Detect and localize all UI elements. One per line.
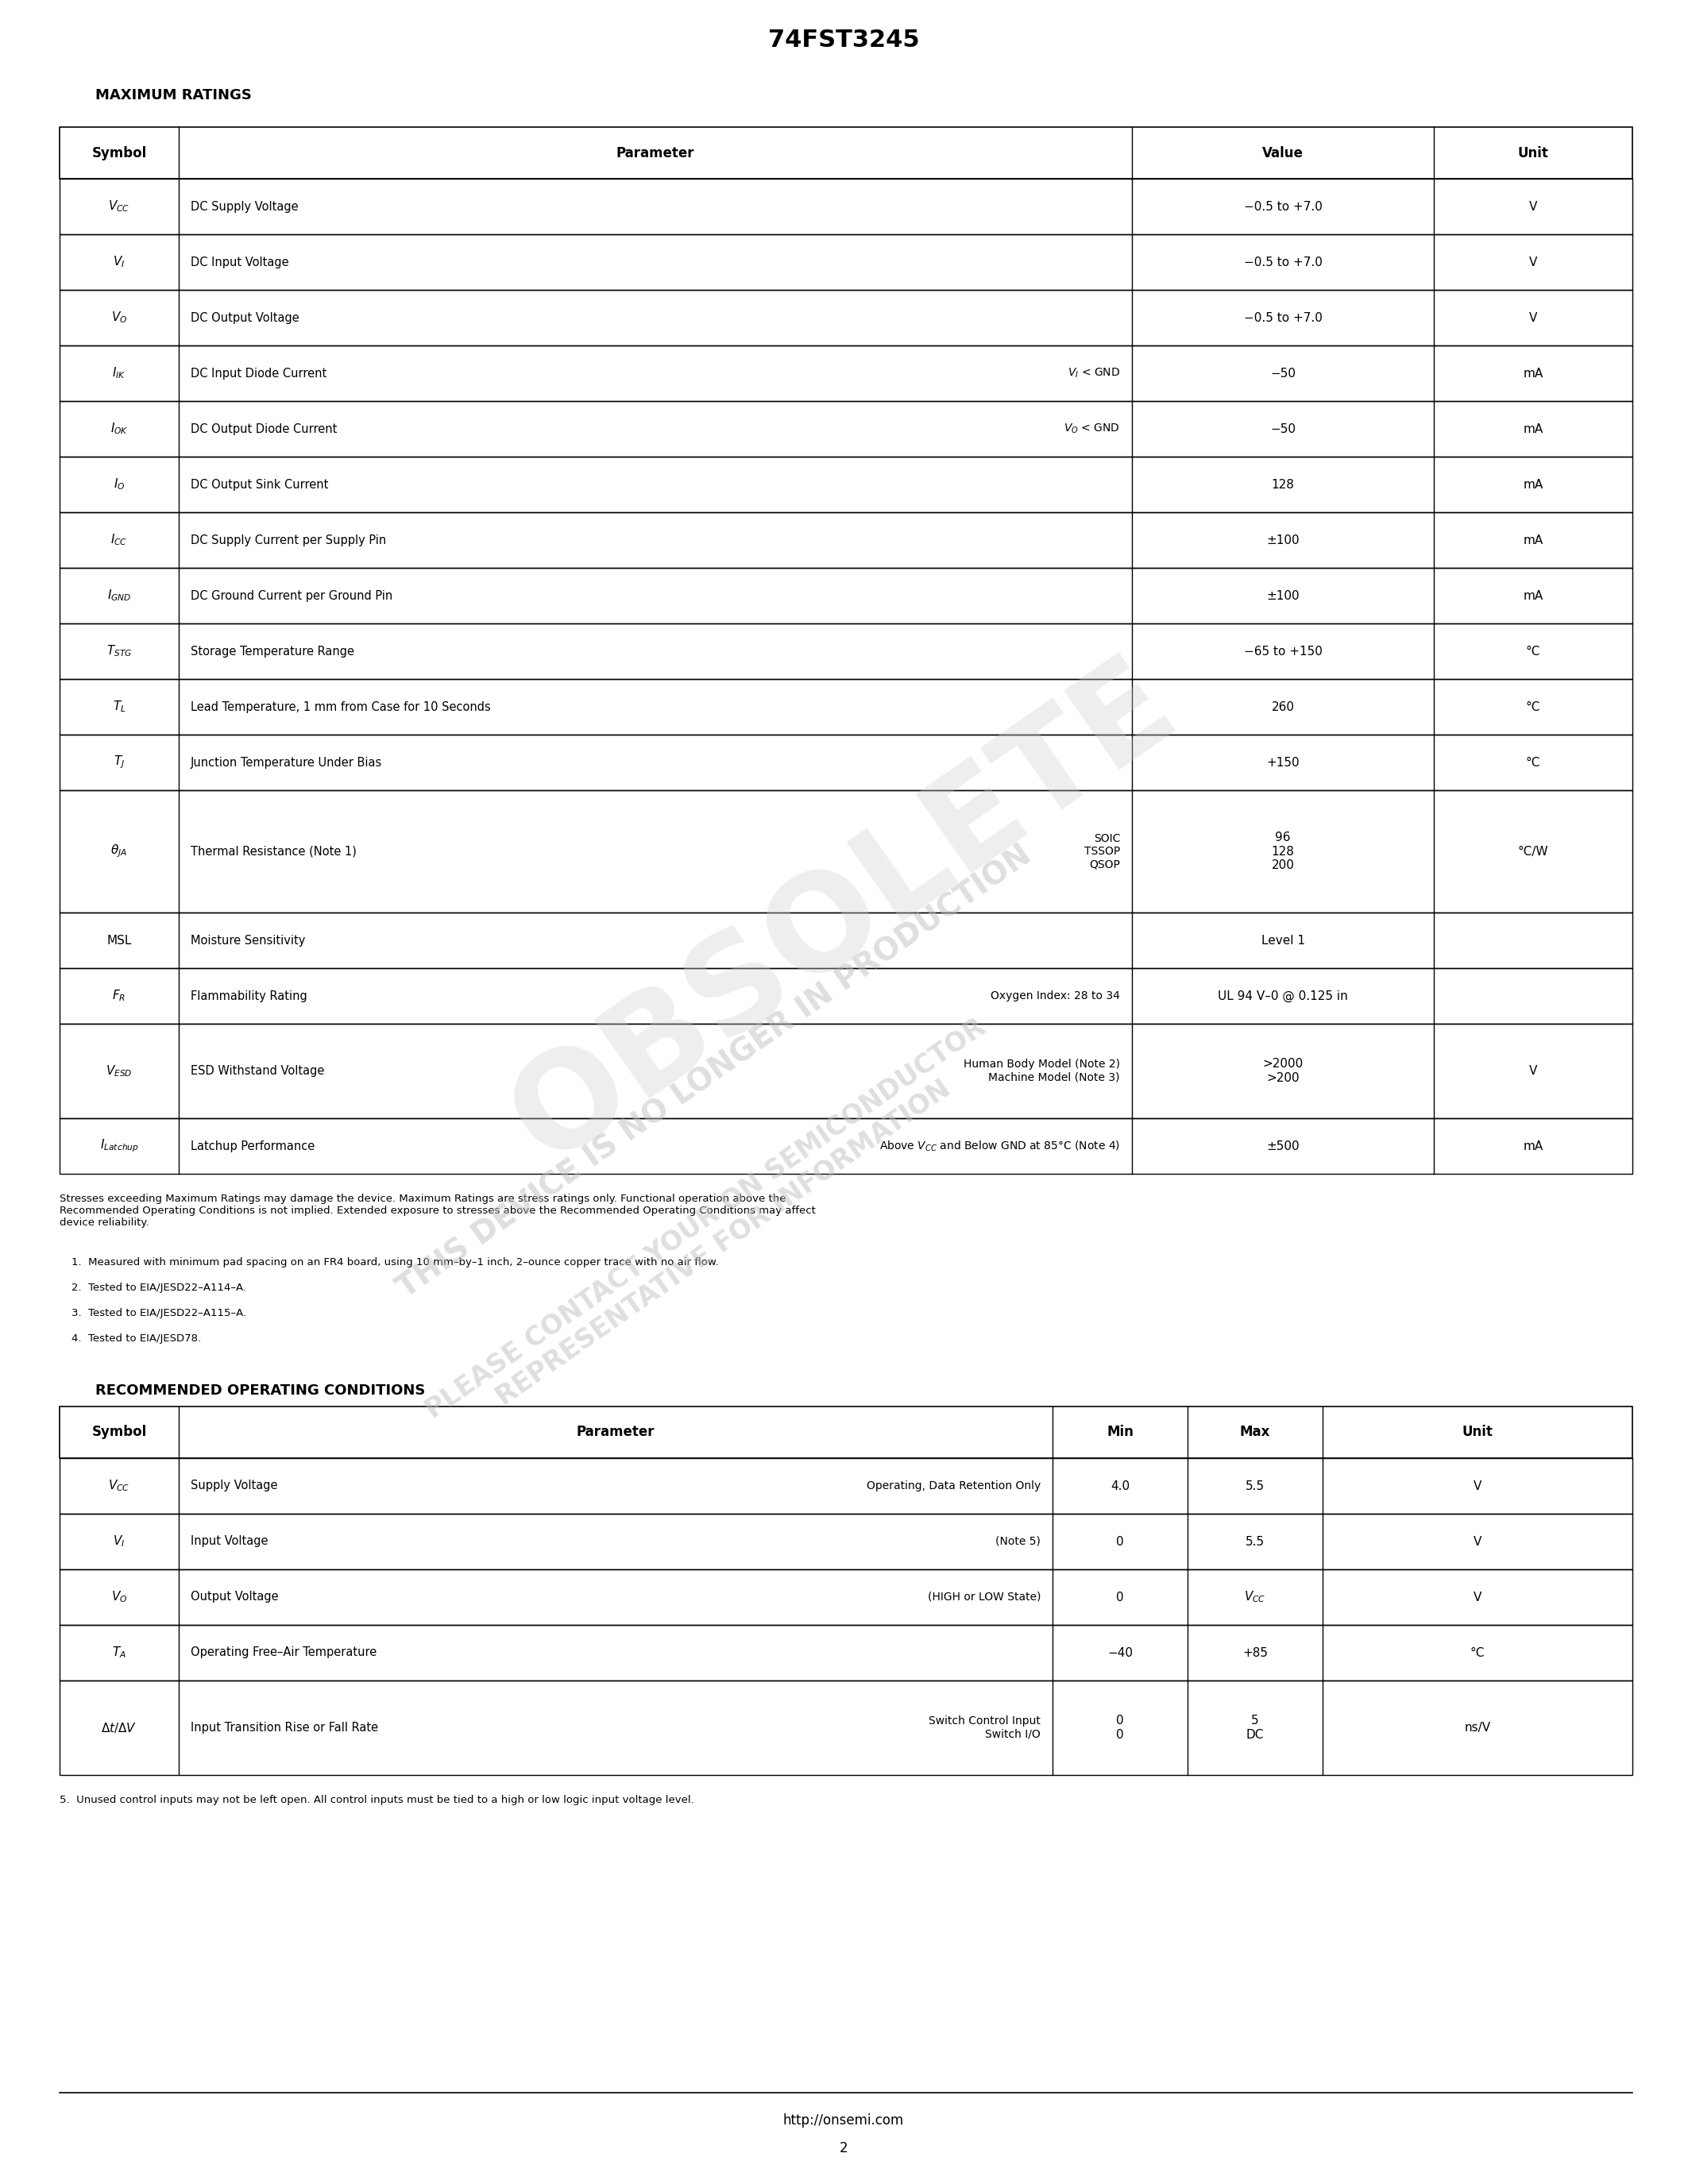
Text: $I_{CC}$: $I_{CC}$ [111, 533, 128, 548]
Bar [59, 1679, 1632, 1776]
Text: Operating Free–Air Temperature: Operating Free–Air Temperature [191, 1647, 376, 1658]
Text: Lead Temperature, 1 mm from Case for 10 Seconds: Lead Temperature, 1 mm from Case for 10 … [191, 701, 491, 712]
Text: 5.5: 5.5 [1246, 1481, 1264, 1492]
Text: $F_R$: $F_R$ [113, 989, 127, 1002]
Text: MSL: MSL [106, 935, 132, 946]
Text: Human Body Model (Note 2)
Machine Model (Note 3): Human Body Model (Note 2) Machine Model … [964, 1059, 1121, 1083]
Text: V: V [1529, 312, 1538, 323]
Text: mA: mA [1523, 478, 1543, 491]
Text: $V_O$ < GND: $V_O$ < GND [1063, 422, 1121, 435]
Text: $I_O$: $I_O$ [113, 476, 125, 491]
Text: V: V [1474, 1592, 1482, 1603]
Text: Output Voltage: Output Voltage [191, 1592, 279, 1603]
Text: SOIC
TSSOP
QSOP: SOIC TSSOP QSOP [1084, 832, 1121, 869]
Text: Oxygen Index: 28 to 34: Oxygen Index: 28 to 34 [991, 989, 1121, 1002]
Text: °C: °C [1526, 756, 1541, 769]
Bar [59, 1514, 1632, 1570]
Text: Max: Max [1239, 1426, 1271, 1439]
Text: $T_J$: $T_J$ [113, 753, 125, 771]
Bar [59, 734, 1632, 791]
Text: mA: mA [1523, 1140, 1543, 1151]
Text: $T_A$: $T_A$ [111, 1645, 127, 1660]
Text: Symbol: Symbol [91, 146, 147, 159]
Text: >2000
>200: >2000 >200 [1263, 1057, 1303, 1083]
Text: °C: °C [1470, 1647, 1485, 1658]
Text: −0.5 to +7.0: −0.5 to +7.0 [1244, 201, 1322, 212]
Bar [59, 127, 1632, 179]
Text: DC Output Sink Current: DC Output Sink Current [191, 478, 329, 491]
Text: 4.0: 4.0 [1111, 1481, 1129, 1492]
Text: $T_{STG}$: $T_{STG}$ [106, 644, 132, 660]
Text: Value: Value [1263, 146, 1303, 159]
Text: THIS DEVICE IS NO LONGER IN PRODUCTION: THIS DEVICE IS NO LONGER IN PRODUCTION [392, 841, 1038, 1304]
Text: (HIGH or LOW State): (HIGH or LOW State) [927, 1592, 1040, 1603]
Text: DC Supply Voltage: DC Supply Voltage [191, 201, 299, 212]
Text: Level 1: Level 1 [1261, 935, 1305, 946]
Text: ns/V: ns/V [1465, 1721, 1491, 1734]
Text: Min: Min [1107, 1426, 1134, 1439]
Text: 5.5: 5.5 [1246, 1535, 1264, 1548]
Bar [59, 1459, 1632, 1514]
Text: 1.  Measured with minimum pad spacing on an FR4 board, using 10 mm–by–1 inch, 2–: 1. Measured with minimum pad spacing on … [71, 1258, 719, 1267]
Bar [59, 1118, 1632, 1173]
Text: Unit: Unit [1462, 1426, 1492, 1439]
Text: −65 to +150: −65 to +150 [1244, 644, 1322, 657]
Text: Operating, Data Retention Only: Operating, Data Retention Only [866, 1481, 1040, 1492]
Text: UL 94 V–0 @ 0.125 in: UL 94 V–0 @ 0.125 in [1217, 989, 1349, 1002]
Text: 2: 2 [839, 2140, 847, 2156]
Text: $I_{IK}$: $I_{IK}$ [113, 367, 127, 380]
Bar [59, 1625, 1632, 1679]
Bar [59, 179, 1632, 234]
Text: Input Transition Rise or Fall Rate: Input Transition Rise or Fall Rate [191, 1721, 378, 1734]
Text: $V_I$: $V_I$ [113, 1533, 125, 1548]
Text: $I_{Latchup}$: $I_{Latchup}$ [100, 1138, 138, 1153]
Bar [59, 679, 1632, 734]
Text: −50: −50 [1269, 367, 1296, 380]
Text: Moisture Sensitivity: Moisture Sensitivity [191, 935, 306, 946]
Bar [59, 1024, 1632, 1118]
Text: $V_{CC}$: $V_{CC}$ [108, 199, 130, 214]
Text: DC Output Voltage: DC Output Voltage [191, 312, 299, 323]
Text: −50: −50 [1269, 424, 1296, 435]
Text: $V_O$: $V_O$ [111, 310, 127, 325]
Text: ESD Withstand Voltage: ESD Withstand Voltage [191, 1066, 324, 1077]
Text: DC Ground Current per Ground Pin: DC Ground Current per Ground Pin [191, 590, 393, 601]
Text: V: V [1474, 1535, 1482, 1548]
Text: RECOMMENDED OPERATING CONDITIONS: RECOMMENDED OPERATING CONDITIONS [95, 1382, 425, 1398]
Bar [59, 622, 1632, 679]
Text: V: V [1474, 1481, 1482, 1492]
Text: mA: mA [1523, 424, 1543, 435]
Text: 2.  Tested to EIA/JESD22–A114–A.: 2. Tested to EIA/JESD22–A114–A. [71, 1282, 246, 1293]
Text: ±100: ±100 [1266, 535, 1300, 546]
Text: ±500: ±500 [1266, 1140, 1300, 1151]
Text: V: V [1529, 1066, 1538, 1077]
Text: 3.  Tested to EIA/JESD22–A115–A.: 3. Tested to EIA/JESD22–A115–A. [71, 1308, 246, 1319]
Text: °C: °C [1526, 701, 1541, 712]
Bar [59, 456, 1632, 513]
Bar [59, 513, 1632, 568]
Bar [59, 234, 1632, 290]
Text: http://onsemi.com: http://onsemi.com [783, 2114, 905, 2127]
Text: −0.5 to +7.0: −0.5 to +7.0 [1244, 312, 1322, 323]
Text: DC Output Diode Current: DC Output Diode Current [191, 424, 338, 435]
Text: Thermal Resistance (Note 1): Thermal Resistance (Note 1) [191, 845, 356, 858]
Bar [59, 1406, 1632, 1459]
Text: DC Supply Current per Supply Pin: DC Supply Current per Supply Pin [191, 535, 387, 546]
Bar [59, 402, 1632, 456]
Text: 5.  Unused control inputs may not be left open. All control inputs must be tied : 5. Unused control inputs may not be left… [59, 1795, 694, 1806]
Text: +150: +150 [1266, 756, 1300, 769]
Bar [59, 345, 1632, 402]
Text: Switch Control Input
Switch I/O: Switch Control Input Switch I/O [928, 1717, 1040, 1741]
Bar [59, 791, 1632, 913]
Text: 0
0: 0 0 [1116, 1714, 1124, 1741]
Text: Flammability Rating: Flammability Rating [191, 989, 307, 1002]
Text: ±100: ±100 [1266, 590, 1300, 601]
Text: DC Input Voltage: DC Input Voltage [191, 256, 289, 269]
Text: $V_{CC}$: $V_{CC}$ [108, 1479, 130, 1494]
Text: Unit: Unit [1518, 146, 1548, 159]
Text: Stresses exceeding Maximum Ratings may damage the device. Maximum Ratings are st: Stresses exceeding Maximum Ratings may d… [59, 1195, 815, 1227]
Text: Latchup Performance: Latchup Performance [191, 1140, 314, 1151]
Text: 128: 128 [1271, 478, 1295, 491]
Text: (Note 5): (Note 5) [996, 1535, 1040, 1546]
Text: V: V [1529, 201, 1538, 212]
